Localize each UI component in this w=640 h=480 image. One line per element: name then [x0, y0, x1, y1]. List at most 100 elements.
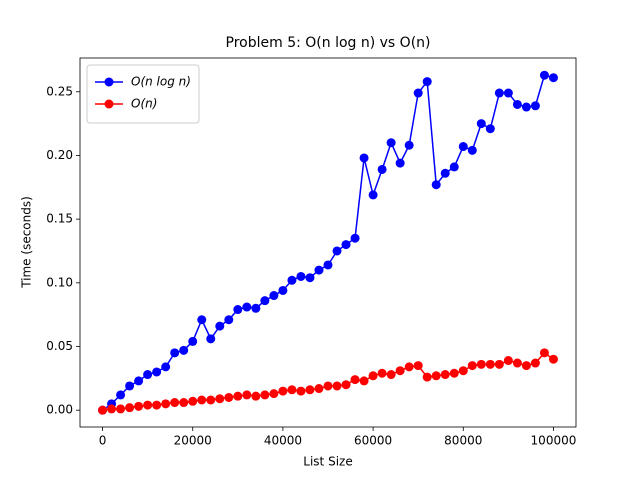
point	[251, 391, 261, 401]
point	[467, 361, 477, 371]
point	[251, 303, 261, 313]
point	[368, 190, 378, 200]
point	[269, 291, 279, 301]
x-tick-label: 80000	[444, 434, 482, 448]
point	[440, 168, 450, 178]
point	[332, 246, 342, 256]
point	[260, 390, 270, 400]
point	[224, 315, 234, 325]
point	[116, 390, 126, 400]
point	[404, 140, 414, 150]
point	[548, 354, 558, 364]
point	[323, 260, 333, 270]
point	[314, 384, 324, 394]
y-tick-label: 0.20	[46, 148, 73, 162]
point	[431, 371, 441, 381]
point	[485, 124, 495, 134]
point	[179, 398, 189, 408]
point	[161, 399, 171, 409]
point	[278, 285, 288, 295]
chart-title: Problem 5: O(n log n) vs O(n)	[226, 35, 431, 51]
y-tick-label: 0.15	[46, 212, 73, 226]
point	[431, 180, 441, 190]
point	[242, 390, 252, 400]
point	[206, 334, 216, 344]
point	[341, 380, 351, 390]
point	[224, 392, 234, 402]
point	[242, 302, 252, 312]
point	[296, 271, 306, 281]
point	[503, 356, 513, 366]
point	[107, 404, 117, 414]
point	[395, 366, 405, 376]
point	[350, 233, 360, 243]
legend-box	[86, 64, 200, 124]
x-tick-label: 40000	[264, 434, 302, 448]
point	[377, 164, 387, 174]
point	[152, 367, 162, 377]
x-tick-label: 0	[99, 434, 107, 448]
point	[413, 88, 423, 98]
point	[512, 99, 522, 109]
point	[494, 359, 504, 369]
point	[332, 381, 342, 391]
y-tick-label: 0.10	[46, 275, 73, 289]
point	[458, 142, 468, 152]
point	[476, 359, 486, 369]
point	[485, 359, 495, 369]
point	[359, 376, 369, 386]
point	[548, 73, 558, 83]
point	[287, 275, 297, 285]
point	[161, 362, 171, 372]
point	[386, 138, 396, 148]
x-axis-label: List Size	[303, 455, 352, 469]
point	[530, 358, 540, 368]
point	[521, 361, 531, 371]
plot-frame	[79, 57, 577, 428]
point	[278, 386, 288, 396]
point	[134, 401, 144, 411]
point	[188, 336, 198, 346]
point	[359, 153, 369, 163]
point	[305, 385, 315, 395]
point	[449, 368, 459, 378]
point	[215, 394, 225, 404]
y-tick-label: 0.00	[46, 403, 73, 417]
point	[125, 403, 135, 413]
legend-marker	[104, 99, 114, 109]
point	[377, 368, 387, 378]
y-tick-label: 0.25	[46, 84, 73, 98]
point	[503, 88, 513, 98]
point	[143, 370, 153, 380]
point	[314, 265, 324, 275]
point	[458, 366, 468, 376]
point	[449, 162, 459, 172]
point	[386, 370, 396, 380]
y-axis-label: Time (seconds)	[20, 196, 34, 289]
point	[530, 101, 540, 111]
point	[539, 70, 549, 80]
point	[179, 345, 189, 355]
point	[422, 77, 432, 87]
point	[134, 376, 144, 386]
point	[260, 296, 270, 306]
point	[233, 391, 243, 401]
point	[143, 400, 153, 410]
point	[422, 372, 432, 382]
point	[395, 158, 405, 168]
point	[287, 385, 297, 395]
point	[467, 145, 477, 155]
point	[197, 395, 207, 405]
point	[215, 321, 225, 331]
point	[341, 240, 351, 250]
point	[197, 315, 207, 325]
point	[323, 381, 333, 391]
x-tick-label: 100000	[531, 434, 577, 448]
point	[116, 404, 126, 414]
point	[170, 348, 180, 358]
point	[368, 371, 378, 381]
point	[170, 398, 180, 408]
x-tick-label: 60000	[354, 434, 392, 448]
point	[494, 88, 504, 98]
